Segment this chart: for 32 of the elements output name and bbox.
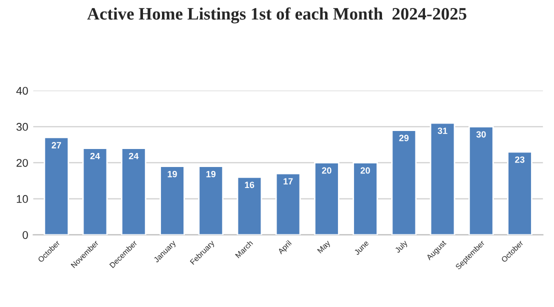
data-label: 31 (438, 128, 448, 134)
data-label: 23 (515, 156, 524, 163)
y-tick-label: 30 (16, 122, 28, 131)
bar (507, 151, 532, 235)
data-label: 30 (476, 131, 486, 138)
bar (430, 122, 456, 235)
bar (314, 162, 340, 235)
data-label: 29 (399, 134, 409, 142)
y-tick-label: 40 (16, 86, 28, 95)
data-label: 17 (284, 178, 293, 184)
bar (160, 166, 185, 235)
bar (352, 162, 378, 235)
bar (120, 148, 146, 235)
data-label: 16 (245, 182, 254, 188)
bar (198, 166, 224, 235)
data-label: 19 (168, 170, 177, 178)
data-label: 24 (128, 152, 139, 160)
data-label: 19 (206, 170, 216, 178)
data-label: 20 (322, 167, 332, 174)
data-label: 20 (360, 167, 370, 174)
bar (82, 148, 108, 235)
bar (236, 176, 262, 235)
data-label: 24 (90, 152, 100, 160)
bar (468, 126, 494, 235)
bar (391, 130, 417, 235)
y-tick-label: 10 (16, 195, 28, 203)
data-label: 27 (52, 142, 62, 148)
y-tick-label: 0 (22, 231, 28, 239)
bar (44, 136, 70, 235)
chart-title: Active Home Listings 1st of each Month 2024-2025 (87, 7, 466, 24)
y-tick-label: 20 (16, 158, 28, 167)
bar (275, 172, 301, 235)
